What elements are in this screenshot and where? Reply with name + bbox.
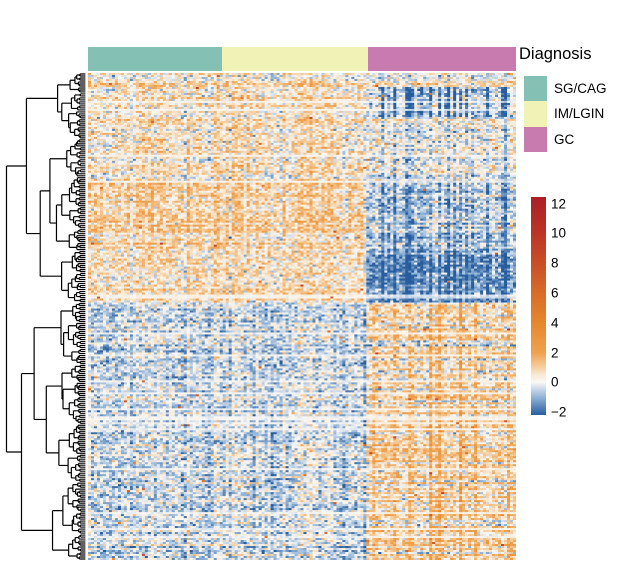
annotation-segment-gc [367, 47, 516, 71]
legend-item-label: SG/CAG [554, 81, 607, 97]
colorbar-gradient [531, 197, 546, 415]
legend-items: SG/CAG IM/LGIN GC [524, 76, 607, 152]
diagnosis-annotation-bar [88, 47, 516, 71]
legend-swatch [524, 76, 547, 102]
colorbar-tick-label: 8 [551, 255, 559, 271]
legend-item: SG/CAG [524, 76, 607, 102]
legend-item-label: IM/LGIN [554, 106, 605, 122]
legend-swatch [524, 101, 547, 127]
colorbar-tick-label: −2 [551, 404, 567, 420]
legend-title: Diagnosis [519, 45, 592, 63]
colorbar-tick-label: 10 [551, 225, 567, 241]
annotation-segment-sg-cag [88, 47, 222, 71]
legend-item-label: GC [554, 131, 575, 147]
annotation-segment-im-lgin [221, 47, 368, 71]
row-dendrogram [2, 73, 86, 560]
colorbar-tick-label: 6 [551, 285, 559, 301]
colorbar-tick-label: 2 [551, 345, 559, 360]
colorbar-tick-label: 0 [551, 374, 559, 390]
legend-swatch [524, 126, 547, 152]
legend-item: IM/LGIN [524, 101, 607, 127]
legend-item: GC [524, 126, 607, 152]
diagnosis-legend: Diagnosis SG/CAG IM/LGIN GC [519, 45, 607, 152]
colorbar-tick-label: 12 [551, 196, 567, 212]
colorbar-tick-label: 4 [551, 315, 559, 331]
heatmap [88, 73, 516, 560]
